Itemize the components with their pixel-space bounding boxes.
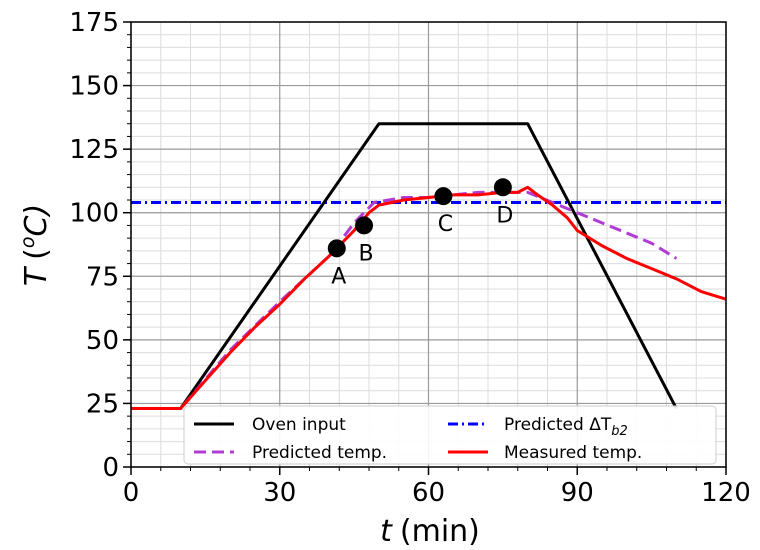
y-tick-label: 0 [102,453,119,483]
point-label-b: B [358,241,373,266]
y-tick-label: 25 [86,389,119,419]
legend-label-predicted-delta-t: Predicted ΔTb2 [504,415,628,439]
legend-entry-predicted-temp: Predicted temp. [194,443,387,463]
series-line-oven-input [131,122,678,411]
y-tick-label: 100 [69,199,119,229]
x-tick-label: 120 [701,478,751,508]
point-label-c: C [438,212,453,237]
data-point-d [493,178,512,197]
x-tick-label: 60 [412,478,445,508]
legend-label-oven-input: Oven input [252,415,346,435]
legend-entry-oven-input: Oven input [194,415,346,435]
data-point-c [434,187,453,206]
point-label-a: A [331,264,346,289]
axis-ticks [123,21,727,475]
legend-entry-predicted-delta-t: Predicted ΔTb2 [448,415,628,439]
legend-entry-measured-temp: Measured temp. [448,443,642,463]
x-tick-label: 0 [123,478,140,508]
y-tick-label: 150 [69,72,119,102]
annotation-points: AB C D [327,178,513,289]
y-tick-label: 125 [69,135,119,165]
data-point-a [327,239,346,258]
x-tick-label: 30 [263,478,296,508]
x-axis-label: t (min) [380,514,480,549]
legend-box [183,405,717,465]
x-tick-label: 90 [561,478,594,508]
legend: Oven input Predicted temp. Predicted ΔTb… [183,405,717,465]
series-line-measured-temp [131,185,727,411]
legend-label-measured-temp: Measured temp. [504,443,642,463]
point-label-d: D [496,203,513,228]
y-tick-label: 175 [69,8,119,38]
y-tick-label: 50 [86,326,119,356]
tick-labels: 0 30 60 90 120 0 25 50 75 100 125 150 175 [69,8,750,508]
y-tick-label: 75 [86,262,119,292]
data-point-b [355,216,374,235]
legend-label-predicted-temp: Predicted temp. [252,443,387,463]
series-line-predicted-temp [131,190,678,411]
y-axis-label: T(oC) [17,204,54,286]
